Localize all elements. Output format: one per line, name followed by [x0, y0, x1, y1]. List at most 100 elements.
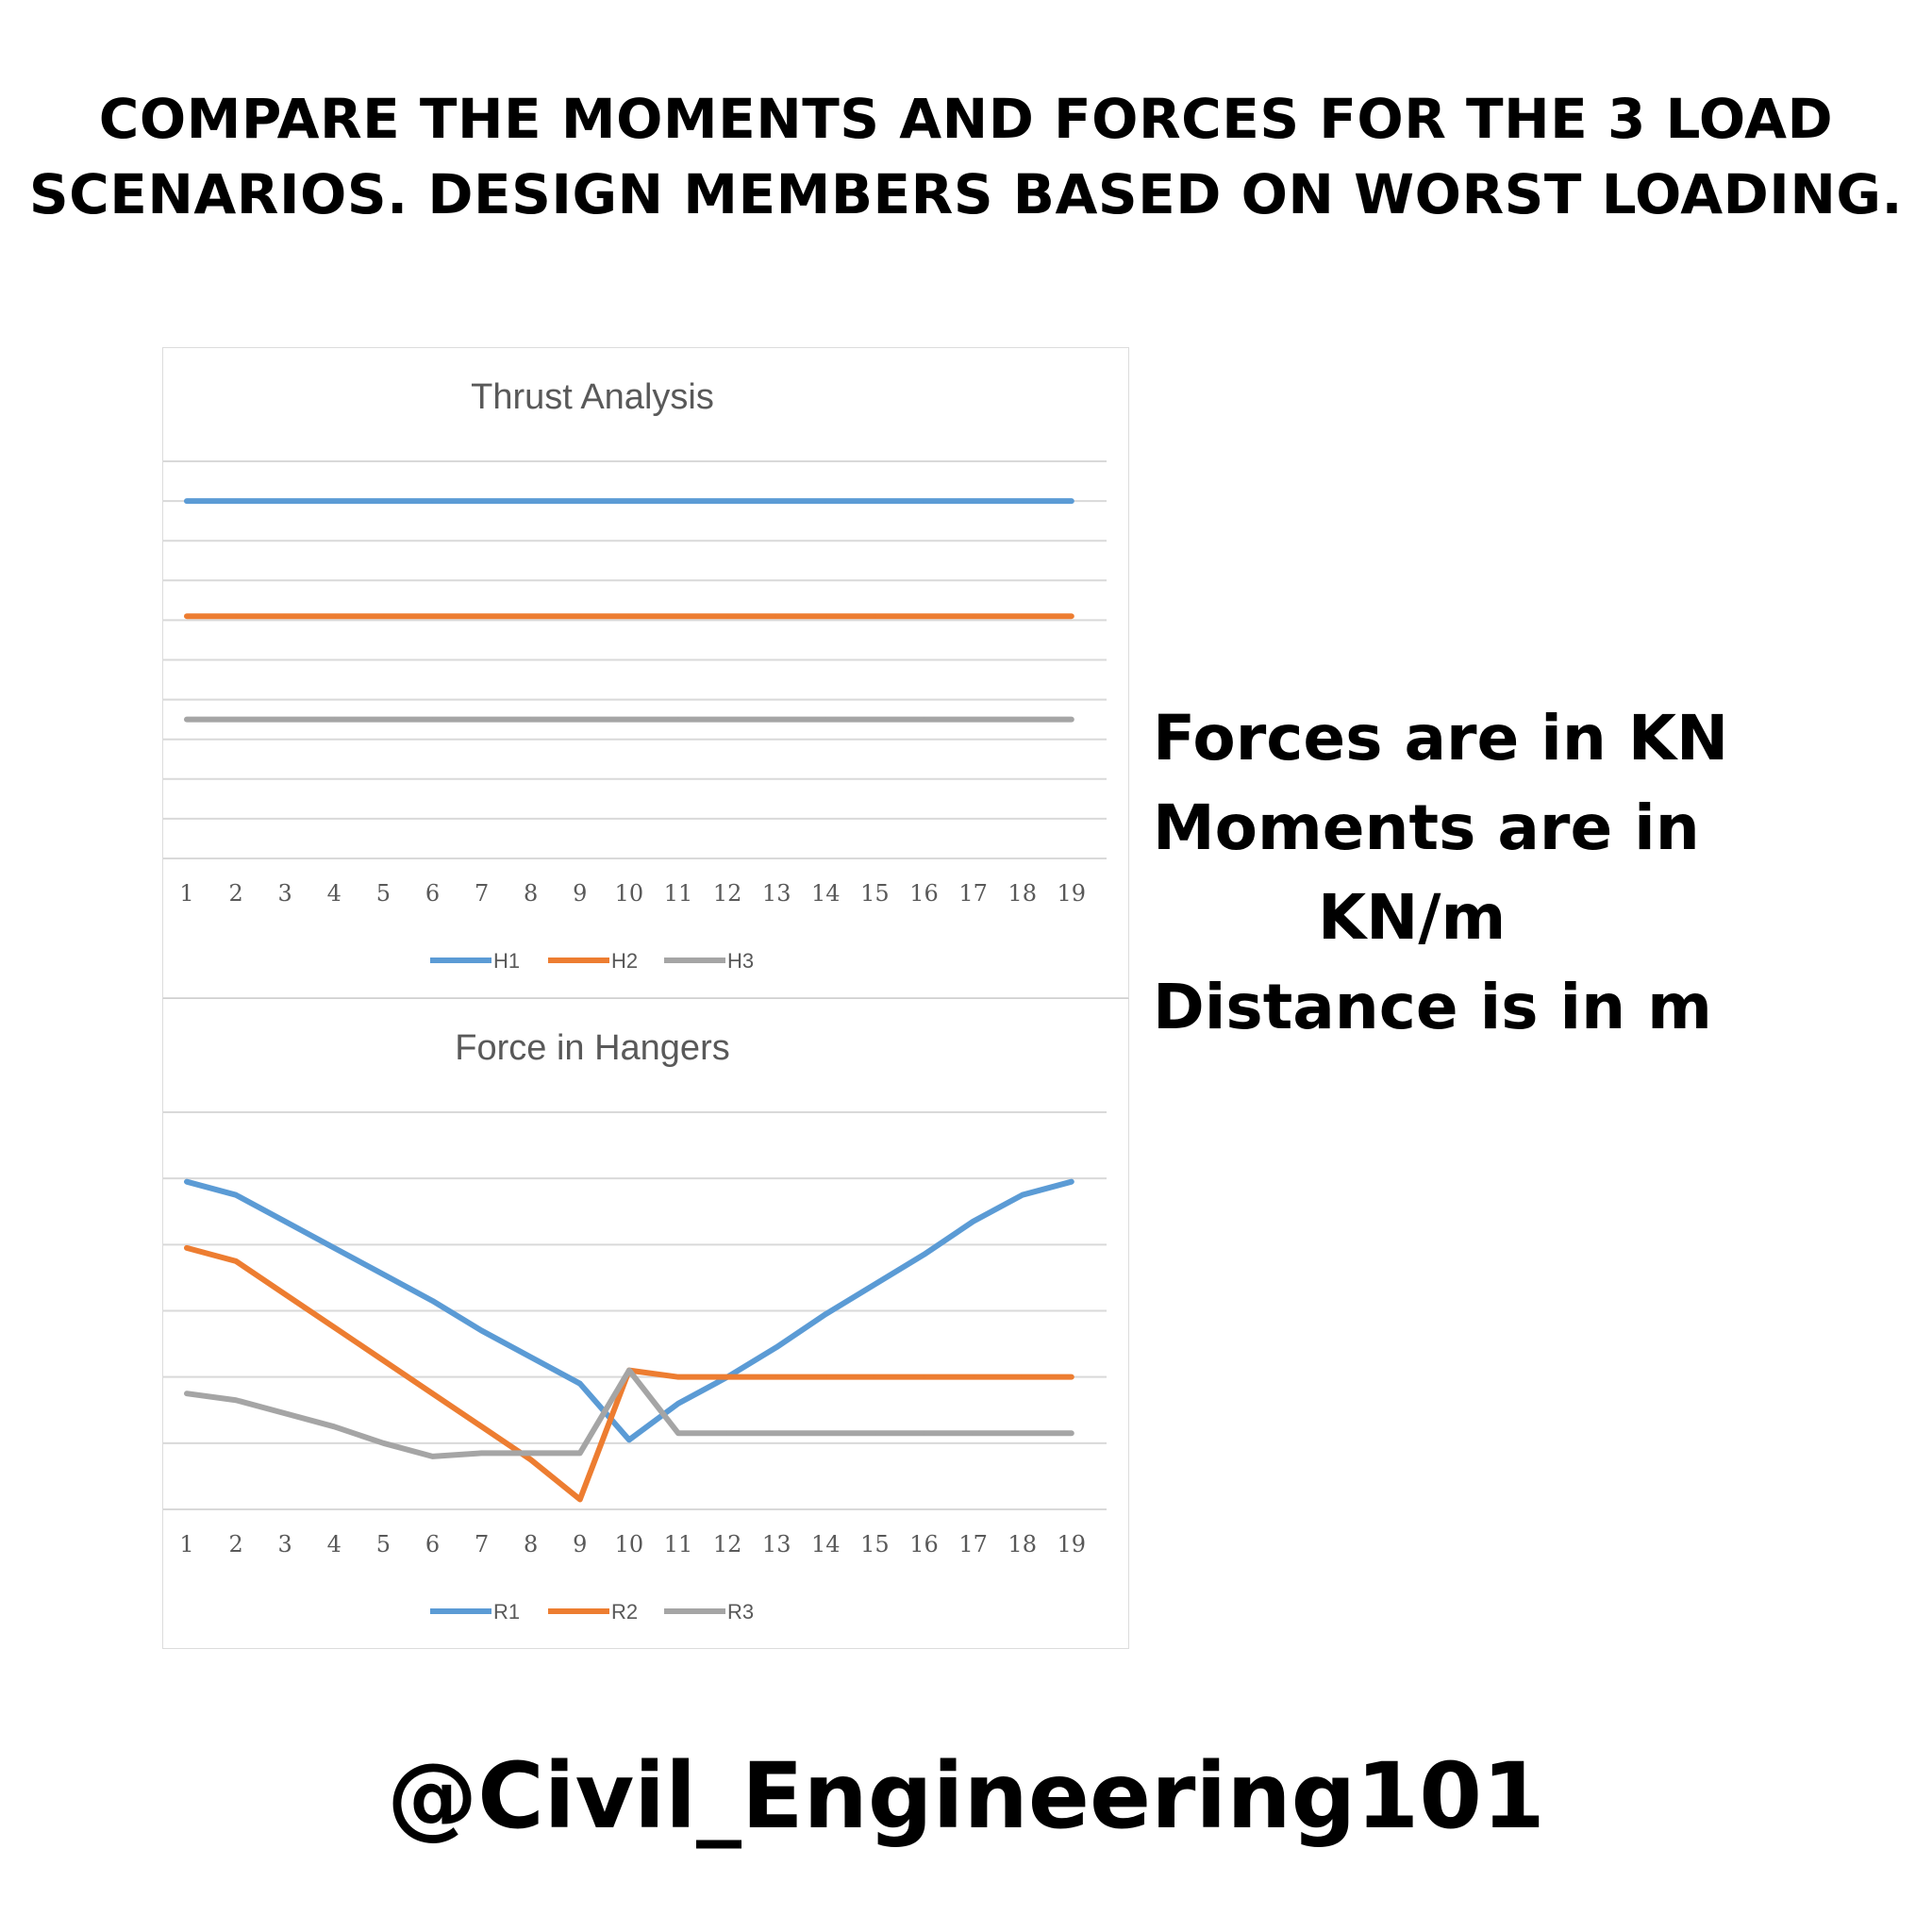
thrust-point-H1-9 [578, 499, 582, 503]
thrust-point-H1-3 [283, 499, 287, 503]
thrust-point-H1-5 [381, 499, 385, 503]
thrust-point-H3-15 [873, 718, 876, 722]
thrust-tick-label: 3 [278, 880, 292, 907]
thrust-point-H2-18 [1021, 614, 1024, 618]
thrust-point-H1-2 [234, 499, 238, 503]
thrust-point-H3-10 [627, 718, 631, 722]
hangers-point-R3-17 [972, 1431, 975, 1435]
hangers-legend-label-R1: R1 [493, 1600, 520, 1624]
hangers-point-R2-16 [923, 1375, 925, 1379]
hangers-tick-label: 16 [909, 1531, 939, 1557]
hangers-point-R1-4 [332, 1246, 336, 1250]
thrust-point-H2-12 [725, 614, 729, 618]
thrust-point-H2-9 [578, 614, 582, 618]
thrust-tick-label: 15 [860, 880, 890, 907]
hangers-tick-label: 2 [228, 1531, 242, 1557]
hangers-point-R3-5 [381, 1441, 385, 1445]
thrust-point-H3-14 [824, 718, 827, 722]
note-moments-unit: KN/m [1318, 881, 1507, 954]
thrust-point-H2-13 [774, 614, 778, 618]
hangers-point-R3-12 [725, 1431, 729, 1435]
thrust-point-H2-14 [824, 614, 827, 618]
hangers-title: Force in Hangers [455, 1028, 729, 1068]
hangers-point-R2-14 [824, 1375, 827, 1379]
thrust-point-H1-15 [873, 499, 876, 503]
thrust-legend-label-H1: H1 [493, 949, 520, 973]
hangers-point-R3-1 [185, 1391, 189, 1395]
hangers-point-R3-16 [923, 1431, 925, 1435]
hangers-point-R2-2 [234, 1259, 238, 1263]
thrust-tick-label: 8 [524, 880, 538, 907]
thrust-point-H3-16 [923, 718, 925, 722]
thrust-point-H2-1 [185, 614, 189, 618]
hangers-tick-label: 13 [762, 1531, 791, 1557]
hangers-tick-label: 11 [664, 1531, 693, 1557]
thrust-point-H2-19 [1070, 614, 1074, 618]
hangers-point-R3-4 [332, 1424, 336, 1428]
units-notes: Forces are in KN Moments are in KN/m Dis… [1153, 693, 1757, 1052]
hangers-point-R2-15 [873, 1375, 876, 1379]
hangers-point-R2-9 [578, 1497, 582, 1501]
thrust-point-H2-4 [332, 614, 336, 618]
thrust-point-H3-8 [529, 718, 533, 722]
hangers-point-R2-19 [1070, 1375, 1074, 1379]
hangers-point-R3-18 [1021, 1431, 1024, 1435]
hangers-point-R2-1 [185, 1246, 189, 1250]
thrust-point-H1-4 [332, 499, 336, 503]
hangers-point-R3-15 [873, 1431, 876, 1435]
thrust-point-H1-7 [480, 499, 484, 503]
hangers-point-R2-18 [1021, 1375, 1024, 1379]
thrust-point-H2-2 [234, 614, 238, 618]
hangers-point-R1-13 [774, 1345, 778, 1349]
thrust-tick-label: 19 [1058, 880, 1087, 907]
hangers-tick-label: 5 [376, 1531, 391, 1557]
header-clipped-area [0, 236, 1932, 274]
thrust-point-H2-10 [627, 614, 631, 618]
thrust-point-H3-18 [1021, 718, 1024, 722]
hangers-tick-label: 18 [1008, 1531, 1037, 1557]
hangers-point-R1-10 [627, 1438, 631, 1441]
thrust-tick-label: 12 [713, 880, 742, 907]
thrust-legend-label-H2: H2 [611, 949, 638, 973]
thrust-point-H1-17 [972, 499, 975, 503]
hangers-point-R3-9 [578, 1451, 582, 1455]
thrust-point-H2-11 [676, 614, 680, 618]
hangers-point-R2-3 [283, 1292, 287, 1296]
hangers-tick-label: 9 [573, 1531, 587, 1557]
thrust-tick-label: 6 [425, 880, 440, 907]
thrust-tick-label: 2 [228, 880, 242, 907]
hangers-tick-label: 7 [475, 1531, 489, 1557]
hangers-point-R1-1 [185, 1180, 189, 1184]
note-moments: Moments are in [1153, 791, 1700, 864]
thrust-point-H1-8 [529, 499, 533, 503]
hangers-point-R3-3 [283, 1411, 287, 1415]
hangers-point-R1-17 [972, 1220, 975, 1224]
thrust-tick-label: 18 [1008, 880, 1037, 907]
hangers-point-R3-7 [480, 1451, 484, 1455]
thrust-tick-label: 1 [179, 880, 193, 907]
thrust-point-H2-8 [529, 614, 533, 618]
thrust-point-H1-6 [431, 499, 434, 503]
thrust-tick-label: 4 [327, 880, 341, 907]
thrust-point-H1-14 [824, 499, 827, 503]
hangers-tick-label: 15 [860, 1531, 890, 1557]
thrust-tick-label: 5 [376, 880, 391, 907]
hangers-point-R1-3 [283, 1220, 287, 1224]
hangers-point-R3-14 [824, 1431, 827, 1435]
header-line-2: SCENARIOS. DESIGN MEMBERS BASED ON WORST… [28, 162, 1904, 226]
hangers-legend-label-R3: R3 [727, 1600, 754, 1624]
thrust-point-H3-6 [431, 718, 434, 722]
thrust-point-H1-11 [676, 499, 680, 503]
hangers-tick-label: 3 [278, 1531, 292, 1557]
thrust-tick-label: 10 [615, 880, 644, 907]
hangers-tick-label: 19 [1058, 1531, 1087, 1557]
hangers-tick-label: 14 [811, 1531, 841, 1557]
hangers-point-R2-6 [431, 1391, 434, 1395]
thrust-point-H2-7 [480, 614, 484, 618]
thrust-tick-label: 13 [762, 880, 791, 907]
hangers-point-R2-7 [480, 1424, 484, 1428]
hangers-point-R3-19 [1070, 1431, 1074, 1435]
hangers-point-R1-5 [381, 1273, 385, 1276]
